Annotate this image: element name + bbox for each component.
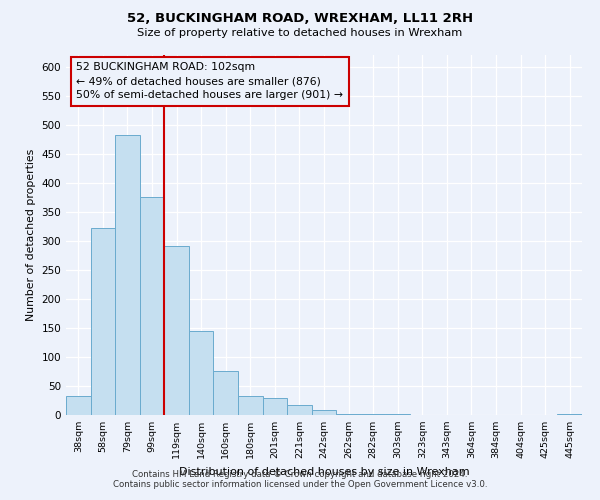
Y-axis label: Number of detached properties: Number of detached properties: [26, 149, 36, 321]
Bar: [312, 410, 336, 415]
Bar: [91, 228, 115, 415]
Bar: [263, 398, 287, 415]
Text: 52, BUCKINGHAM ROAD, WREXHAM, LL11 2RH: 52, BUCKINGHAM ROAD, WREXHAM, LL11 2RH: [127, 12, 473, 26]
Bar: [385, 414, 410, 415]
Bar: [189, 331, 214, 415]
Text: Contains HM Land Registry data © Crown copyright and database right 2024.
Contai: Contains HM Land Registry data © Crown c…: [113, 470, 487, 489]
Bar: [238, 396, 263, 415]
Bar: [287, 405, 312, 415]
Text: 52 BUCKINGHAM ROAD: 102sqm
← 49% of detached houses are smaller (876)
50% of sem: 52 BUCKINGHAM ROAD: 102sqm ← 49% of deta…: [76, 62, 343, 100]
Bar: [115, 134, 140, 415]
X-axis label: Distribution of detached houses by size in Wrexham: Distribution of detached houses by size …: [179, 466, 469, 476]
Bar: [140, 198, 164, 415]
Bar: [66, 396, 91, 415]
Bar: [336, 414, 361, 415]
Bar: [557, 414, 582, 415]
Text: Size of property relative to detached houses in Wrexham: Size of property relative to detached ho…: [137, 28, 463, 38]
Bar: [214, 371, 238, 415]
Bar: [361, 414, 385, 415]
Bar: [164, 246, 189, 415]
